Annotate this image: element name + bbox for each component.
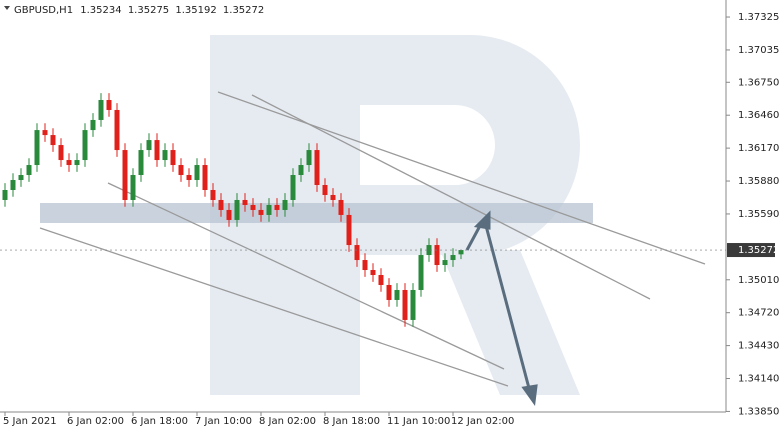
- candle-body: [2, 189, 8, 200]
- candle-body: [378, 275, 384, 285]
- candle-body: [322, 185, 328, 195]
- candle-body: [386, 284, 392, 300]
- candle-body: [122, 150, 128, 200]
- candle-body: [170, 150, 176, 166]
- candle-body: [98, 99, 104, 120]
- y-tick-label: 1.37035: [738, 45, 779, 56]
- y-tick-label: 1.36750: [738, 77, 779, 88]
- last-price-box: [727, 243, 775, 258]
- candle-body: [314, 150, 320, 186]
- candle-body: [282, 199, 288, 210]
- forecast-arrow: [465, 210, 538, 406]
- candle-body: [426, 245, 432, 256]
- candle-body: [106, 99, 112, 110]
- candle-body: [266, 204, 272, 215]
- candle-body: [202, 165, 208, 190]
- candle-body: [26, 165, 32, 176]
- candle-body: [402, 289, 408, 320]
- candle-body: [34, 130, 40, 166]
- candle-body: [66, 160, 72, 166]
- candle-body: [306, 150, 312, 166]
- candle-body: [274, 204, 280, 210]
- symbol: GBPUSD,H1: [14, 5, 73, 16]
- header: GBPUSD,H1 1.35234 1.35275 1.35192 1.3527…: [14, 5, 264, 16]
- x-tick-label: 12 Jan 02:00: [451, 416, 514, 427]
- candle-body: [194, 165, 200, 181]
- candle-body: [178, 165, 184, 176]
- candle-body: [146, 140, 152, 151]
- candle-body: [210, 189, 216, 200]
- candle-body: [18, 175, 24, 181]
- y-tick-label: 1.36170: [738, 143, 779, 154]
- y-tick-label: 1.35590: [738, 209, 779, 220]
- candle-body: [410, 289, 416, 320]
- y-tick-label: 1.34140: [738, 374, 779, 385]
- candle-body: [458, 250, 464, 255]
- candle-body: [58, 145, 64, 161]
- candle-body: [450, 255, 456, 261]
- candle-body: [114, 109, 120, 151]
- low: 1.35192: [175, 5, 216, 16]
- candle-body: [138, 150, 144, 176]
- y-tick-label: 1.33850: [738, 406, 779, 417]
- x-tick-label: 8 Jan 02:00: [259, 416, 316, 427]
- x-tick-label: 6 Jan 02:00: [67, 416, 124, 427]
- candle-body: [242, 199, 248, 205]
- candle-body: [154, 140, 160, 161]
- candle-body: [338, 199, 344, 215]
- candle-body: [50, 135, 56, 146]
- support-zone: [40, 203, 593, 223]
- candle-body: [74, 160, 80, 166]
- y-tick-label: 1.36460: [738, 110, 779, 121]
- candle-body: [330, 194, 336, 200]
- y-tick-label: 1.35010: [738, 275, 779, 286]
- candle-body: [234, 199, 240, 220]
- candle-body: [162, 150, 168, 161]
- menu-icon: [4, 6, 10, 10]
- candle-body: [90, 119, 96, 131]
- candle-body: [130, 175, 136, 200]
- high: 1.35275: [128, 5, 169, 16]
- candle-body: [394, 289, 400, 300]
- close: 1.35272: [223, 5, 264, 16]
- candle-body: [434, 245, 440, 266]
- x-tick-label: 6 Jan 18:00: [131, 416, 188, 427]
- open: 1.35234: [80, 5, 121, 16]
- y-tick-label: 1.34430: [738, 341, 779, 352]
- candle-body: [354, 245, 360, 261]
- y-tick-label: 1.34720: [738, 308, 779, 319]
- candle-body: [82, 130, 88, 161]
- x-tick-label: 7 Jan 10:00: [195, 416, 252, 427]
- candle-body: [298, 165, 304, 176]
- x-tick-label: 5 Jan 2021: [3, 416, 57, 427]
- x-tick-label: 11 Jan 10:00: [387, 416, 450, 427]
- last-price-label: 1.35272: [738, 245, 779, 256]
- candle-body: [290, 175, 296, 200]
- y-tick-label: 1.37325: [738, 12, 779, 23]
- candle-body: [250, 204, 256, 210]
- candle-body: [258, 209, 264, 215]
- candle-body: [418, 255, 424, 290]
- candle-body: [218, 199, 224, 210]
- candle-body: [42, 130, 48, 136]
- candle-body: [10, 180, 16, 190]
- candle-body: [186, 175, 192, 181]
- candle-body: [346, 214, 352, 246]
- candle-body: [442, 260, 448, 266]
- candle-body: [370, 270, 376, 276]
- trend-lines: [39, 91, 706, 387]
- y-tick-label: 1.35880: [738, 176, 779, 187]
- x-tick-label: 8 Jan 18:00: [323, 416, 380, 427]
- candle-body: [226, 209, 232, 220]
- candle-body: [362, 260, 368, 271]
